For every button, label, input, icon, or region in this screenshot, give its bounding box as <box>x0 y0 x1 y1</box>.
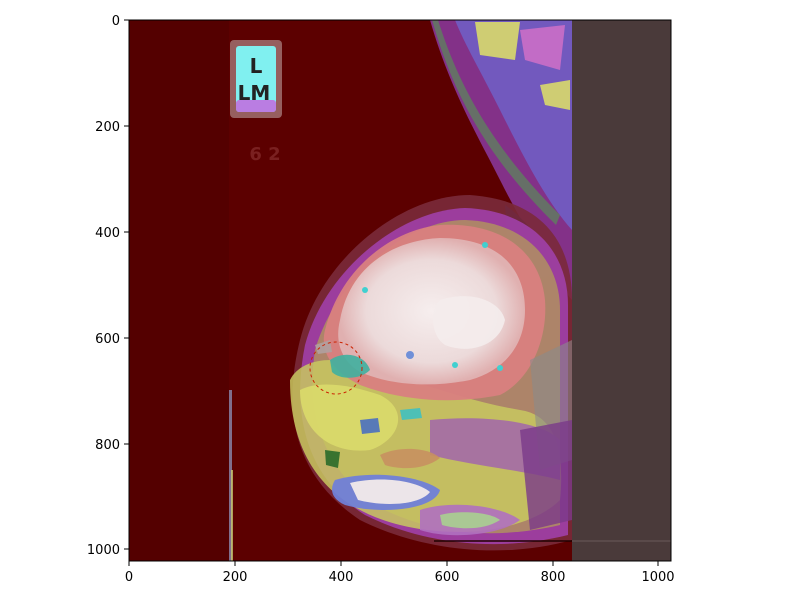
x-tick-label: 0 <box>125 570 133 585</box>
x-tick-label: 800 <box>541 570 566 585</box>
x-tick-label: 400 <box>329 570 354 585</box>
roi-circle <box>309 341 363 395</box>
vertical-artifact-yellow <box>231 470 233 561</box>
axes-frame <box>128 19 672 562</box>
small-teal-spot <box>400 408 422 420</box>
dense-core <box>338 238 525 385</box>
speckle <box>362 287 368 293</box>
yellow-patch-left <box>300 384 399 451</box>
speckle <box>482 242 488 248</box>
right-gray-panel <box>572 20 671 561</box>
vertical-artifact <box>229 390 232 561</box>
x-tick-label: 600 <box>435 570 460 585</box>
y-tick-label: 800 <box>95 438 120 453</box>
y-tick-label: 1000 <box>87 543 120 558</box>
faint-text: 6 2 <box>249 144 280 165</box>
lower-orange-patch <box>380 448 440 469</box>
speckle <box>452 362 458 368</box>
upper-magenta-patch <box>520 25 565 70</box>
upper-yellow-patch-2 <box>540 80 570 110</box>
upper-yellow-patch <box>475 22 520 60</box>
mammogram-image: L LM 6 2 <box>129 20 671 561</box>
marker-box-bottom <box>236 100 276 112</box>
y-tick-label: 600 <box>95 332 120 347</box>
gray-patch <box>315 340 332 354</box>
bottom-green-patch <box>440 512 500 529</box>
y-tick-label: 200 <box>95 120 120 135</box>
upper-purple-strip <box>455 20 572 230</box>
marker-text-top: L <box>250 54 263 78</box>
marker-box <box>236 46 276 112</box>
lower-white-patch <box>350 479 430 504</box>
x-tick-label: 200 <box>223 570 248 585</box>
speckle <box>497 365 503 371</box>
y-axis: 0 200 400 600 800 1000 <box>87 14 129 558</box>
marker-text-bottom: LM <box>238 81 271 105</box>
left-background-band <box>129 20 229 561</box>
x-tick-label: 1000 <box>641 570 674 585</box>
y-tick-label: 0 <box>112 14 120 29</box>
small-green-spot <box>325 450 340 468</box>
dense-core-highlight <box>433 296 505 349</box>
upper-green-edge <box>432 20 560 225</box>
speckle <box>406 351 414 359</box>
x-axis: 0 200 400 600 800 1000 <box>125 561 675 585</box>
small-blue-spot <box>360 418 380 434</box>
y-tick-label: 400 <box>95 226 120 241</box>
teal-band <box>330 354 370 378</box>
right-purple-stripe <box>520 420 572 530</box>
